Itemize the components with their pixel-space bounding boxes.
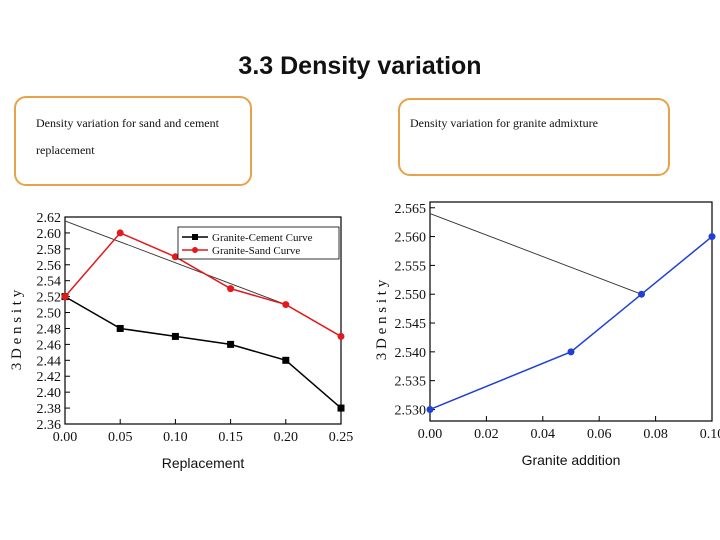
y-tick-label: 2.60 [37, 227, 62, 242]
x-tick-label: 0.20 [274, 430, 299, 445]
annotation-line [429, 213, 642, 295]
legend-marker [192, 234, 198, 240]
y-tick-label: 2.56 [37, 259, 62, 274]
annotation-line [64, 220, 286, 305]
y-tick-label: 2.44 [37, 354, 62, 369]
series-line-2 [64, 232, 342, 338]
data-point [638, 290, 645, 298]
y-tick-label: 2.62 [37, 211, 62, 226]
y-tick-label: 2.38 [37, 402, 62, 417]
slide-title: 3.3 Density variation [238, 52, 482, 80]
y-tick-label: 2.40 [37, 386, 62, 401]
data-point [116, 324, 124, 332]
callout-granite-admixture: Density variation for granite admixture [398, 98, 670, 176]
chart-axes: 2.362.382.402.422.442.462.482.502.522.54… [37, 211, 354, 445]
y-axis-label: 3 D e n s i t y [374, 279, 390, 360]
y-axis-label: 3 D e n s i t y [9, 289, 25, 370]
x-tick-label: 0.02 [474, 427, 499, 442]
x-tick-label: 0.05 [108, 430, 133, 445]
series-line-1 [64, 295, 342, 409]
legend-label: Granite-Sand Curve [212, 245, 300, 257]
y-tick-label: 2.535 [395, 375, 427, 390]
data-point [337, 404, 345, 412]
x-tick-label: 0.10 [163, 430, 188, 445]
x-tick-label: 0.00 [418, 427, 443, 442]
x-tick-label: 0.00 [53, 430, 78, 445]
data-point [282, 301, 290, 309]
y-tick-label: 2.540 [395, 346, 427, 361]
callout-sand-cement: Density variation for sand and cement re… [14, 96, 252, 186]
series-line-1 [429, 235, 713, 411]
y-tick-label: 2.48 [37, 322, 62, 337]
plot-frame [429, 201, 713, 422]
data-point [116, 229, 124, 237]
y-tick-label: 2.58 [37, 243, 62, 258]
chart-axes: 2.530 2.535 2.540 2.545 2.550 2.555 2.560 2.565… [395, 201, 720, 442]
y-tick-label: 2.54 [37, 275, 62, 290]
x-tick-label: 0.25 [329, 430, 354, 445]
data-point [337, 332, 345, 340]
legend-label: Granite-Cement Curve [212, 232, 313, 244]
data-point [171, 253, 179, 261]
data-point [426, 405, 434, 413]
data-point [171, 332, 179, 340]
y-tick-label: 2.52 [37, 291, 62, 306]
y-tick-label: 2.530 [395, 403, 427, 418]
data-point [227, 340, 235, 348]
y-tick-label: 2.545 [395, 317, 427, 332]
y-tick-label: 2.36 [37, 418, 62, 433]
x-axis-label: Granite addition [522, 452, 621, 468]
x-tick-label: 0.06 [587, 427, 612, 442]
y-tick-label: 2.50 [37, 307, 62, 322]
data-point [282, 356, 290, 364]
data-point [708, 233, 716, 241]
y-tick-label: 2.555 [395, 259, 427, 274]
y-tick-label: 2.565 [395, 202, 427, 217]
data-point [567, 348, 575, 356]
legend-marker [192, 247, 198, 253]
x-axis-label: Replacement [162, 455, 245, 471]
x-tick-label: 0.10 [700, 427, 720, 442]
y-tick-label: 2.550 [395, 288, 427, 303]
y-tick-label: 2.46 [37, 338, 62, 353]
y-tick-label: 2.42 [37, 370, 62, 385]
x-tick-label: 0.04 [531, 427, 556, 442]
y-tick-label: 2.560 [395, 231, 427, 246]
x-tick-label: 0.15 [218, 430, 243, 445]
data-point [61, 293, 69, 301]
data-point [227, 285, 235, 293]
plot-frame [64, 216, 342, 425]
legend-box [177, 226, 340, 260]
x-tick-label: 0.08 [643, 427, 668, 442]
